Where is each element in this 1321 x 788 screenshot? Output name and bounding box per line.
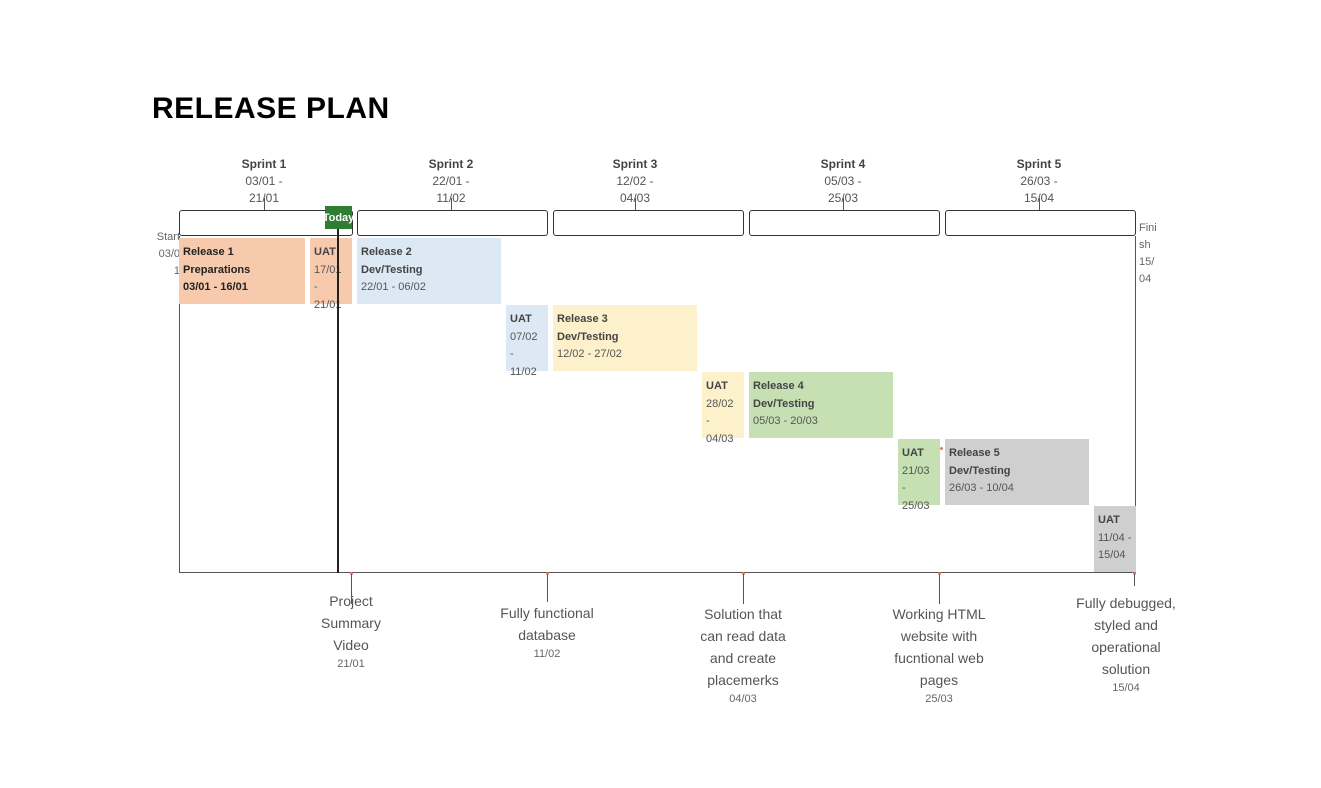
milestone-dot bbox=[938, 572, 941, 575]
task-dates: 28/02 - 04/03 bbox=[706, 397, 734, 445]
today-badge: Today bbox=[323, 206, 354, 229]
milestone-date: 21/01 bbox=[337, 658, 365, 670]
task-dates: 12/02 - 27/02 bbox=[557, 348, 622, 360]
finish-label: Fini sh 15/ 04 bbox=[1139, 222, 1157, 285]
task-release-2[interactable]: Release 2 Dev/Testing 22/01 - 06/02 bbox=[357, 238, 501, 304]
task-title: UAT bbox=[706, 380, 728, 392]
task-title: Release 1 Preparations bbox=[183, 246, 251, 276]
task-title: Release 4 Dev/Testing bbox=[753, 380, 815, 410]
task-title: Release 2 Dev/Testing bbox=[361, 246, 423, 276]
task-uat-3[interactable]: UAT 28/02 - 04/03 bbox=[702, 372, 744, 445]
task-dates: 11/04 - 15/04 bbox=[1098, 531, 1132, 562]
task-uat-5[interactable]: UAT 11/04 - 15/04 bbox=[1094, 506, 1136, 572]
milestone-tick bbox=[1134, 574, 1135, 586]
task-uat-2[interactable]: UAT 07/02 - 11/02 bbox=[506, 305, 548, 378]
task-title: UAT bbox=[1098, 514, 1120, 526]
milestone-4: Working HTML website with fucntional web… bbox=[874, 603, 1004, 707]
task-dates: 17/01 - 21/01 bbox=[314, 263, 342, 311]
sprint-header-3: Sprint 3 12/02 - 04/03 bbox=[595, 156, 675, 207]
sprint-dates: 22/01 - 11/02 bbox=[432, 174, 470, 205]
milestone-dot bbox=[1133, 572, 1136, 575]
milestone-tick bbox=[939, 574, 940, 604]
task-release-5[interactable]: Release 5 Dev/Testing 26/03 - 10/04 bbox=[945, 439, 1089, 505]
task-title: Release 3 Dev/Testing bbox=[557, 313, 619, 343]
task-title: UAT bbox=[510, 313, 532, 325]
sprint-name: Sprint 2 bbox=[428, 157, 474, 171]
task-dates: 26/03 - 10/04 bbox=[949, 482, 1014, 494]
start-label: Start 03/0 1 bbox=[156, 231, 180, 277]
milestone-2: Fully functional database 11/02 bbox=[482, 602, 612, 662]
sprint-header-5: Sprint 5 26/03 - 15/04 bbox=[999, 156, 1079, 207]
milestone-label: Fully functional database bbox=[500, 605, 594, 643]
milestone-date: 04/03 bbox=[729, 693, 757, 705]
milestone-tick bbox=[351, 574, 352, 604]
sprint-tick bbox=[635, 198, 636, 210]
today-line bbox=[337, 229, 339, 573]
task-title: Release 5 Dev/Testing bbox=[949, 447, 1011, 477]
milestone-label: Solution that can read data and create p… bbox=[700, 606, 786, 688]
milestone-3: Solution that can read data and create p… bbox=[678, 603, 808, 707]
milestone-label: Working HTML website with fucntional web… bbox=[892, 606, 986, 688]
task-dates: 03/01 - 16/01 bbox=[183, 281, 248, 293]
timeline-frame bbox=[179, 236, 1136, 573]
sprint-name: Sprint 4 bbox=[820, 157, 866, 171]
sprint-header-4: Sprint 4 05/03 - 25/03 bbox=[803, 156, 883, 207]
task-dates: 07/02 - 11/02 bbox=[510, 330, 538, 378]
sprint-bar-1 bbox=[179, 210, 353, 236]
task-dates: 05/03 - 20/03 bbox=[753, 415, 818, 427]
sprint-header-1: Sprint 1 03/01 - 21/01 bbox=[224, 156, 304, 207]
sprint-header-2: Sprint 2 22/01 - 11/02 bbox=[411, 156, 491, 207]
sprint-bar-5 bbox=[945, 210, 1136, 236]
task-title: UAT bbox=[902, 447, 924, 459]
task-uat-1[interactable]: UAT 17/01 - 21/01 bbox=[310, 238, 352, 311]
milestone-dot bbox=[940, 447, 943, 450]
sprint-name: Sprint 3 bbox=[612, 157, 658, 171]
sprint-bar-4 bbox=[749, 210, 940, 236]
milestone-date: 11/02 bbox=[533, 648, 561, 660]
sprint-bar-2 bbox=[357, 210, 548, 236]
task-dates: 22/01 - 06/02 bbox=[361, 281, 426, 293]
milestone-1: Project Summary Video 21/01 bbox=[291, 590, 411, 672]
task-title: UAT bbox=[314, 246, 336, 258]
sprint-name: Sprint 5 bbox=[1016, 157, 1062, 171]
milestone-5: Fully debugged, styled and operational s… bbox=[1061, 592, 1191, 696]
milestone-tick bbox=[547, 574, 548, 602]
task-release-1[interactable]: Release 1 Preparations 03/01 - 16/01 bbox=[179, 238, 305, 304]
sprint-bar-3 bbox=[553, 210, 744, 236]
sprint-tick bbox=[264, 198, 265, 210]
milestone-tick bbox=[743, 574, 744, 604]
sprint-tick bbox=[1039, 198, 1040, 210]
milestone-dot bbox=[546, 572, 549, 575]
milestone-date: 15/04 bbox=[1112, 682, 1140, 694]
task-uat-4[interactable]: UAT 21/03 - 25/03 bbox=[898, 439, 940, 512]
milestone-date: 25/03 bbox=[925, 693, 953, 705]
page-title: RELEASE PLAN bbox=[152, 92, 390, 125]
task-release-3[interactable]: Release 3 Dev/Testing 12/02 - 27/02 bbox=[553, 305, 697, 371]
milestone-dot bbox=[742, 572, 745, 575]
milestone-label: Fully debugged, styled and operational s… bbox=[1076, 595, 1176, 677]
milestone-dot bbox=[350, 572, 353, 575]
task-release-4[interactable]: Release 4 Dev/Testing 05/03 - 20/03 bbox=[749, 372, 893, 438]
milestone-label: Project Summary Video bbox=[321, 593, 381, 653]
sprint-tick bbox=[843, 198, 844, 210]
task-dates: 21/03 - 25/03 bbox=[902, 464, 930, 512]
sprint-name: Sprint 1 bbox=[241, 157, 287, 171]
sprint-tick bbox=[451, 198, 452, 210]
